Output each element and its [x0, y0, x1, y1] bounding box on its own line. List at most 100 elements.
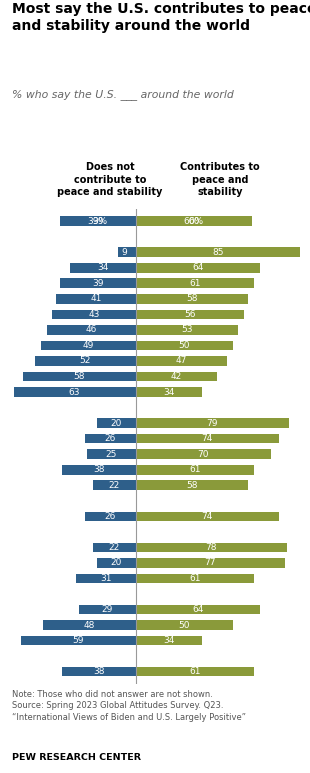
- Bar: [87, 449, 136, 459]
- Bar: [136, 294, 248, 304]
- Bar: [136, 247, 300, 257]
- Text: 39: 39: [92, 216, 104, 226]
- Text: 74: 74: [202, 434, 213, 443]
- Bar: [60, 278, 136, 288]
- Text: 46: 46: [85, 325, 97, 335]
- Text: 20: 20: [111, 419, 122, 427]
- Bar: [136, 635, 202, 645]
- Text: 39%: 39%: [88, 216, 108, 226]
- Bar: [136, 278, 254, 288]
- Text: 34: 34: [163, 636, 174, 645]
- Text: Most say the U.S. contributes to peace
and stability around the world: Most say the U.S. contributes to peace a…: [12, 2, 310, 32]
- Text: 41: 41: [90, 295, 102, 303]
- Text: 61: 61: [189, 667, 201, 676]
- Text: 85: 85: [212, 247, 224, 257]
- Text: 50: 50: [178, 621, 190, 629]
- Text: 61: 61: [189, 279, 201, 288]
- Bar: [85, 434, 136, 444]
- Bar: [136, 356, 227, 366]
- Text: 9: 9: [121, 247, 127, 257]
- Text: 74: 74: [202, 512, 213, 521]
- Bar: [136, 512, 279, 521]
- Text: 42: 42: [171, 372, 182, 381]
- Bar: [136, 263, 260, 273]
- Bar: [118, 247, 136, 257]
- Text: 60: 60: [188, 216, 200, 226]
- Text: 48: 48: [83, 621, 95, 629]
- Text: Does not
contribute to
peace and stability: Does not contribute to peace and stabili…: [57, 162, 163, 197]
- Bar: [23, 372, 136, 381]
- Bar: [43, 620, 136, 630]
- Text: 22: 22: [109, 543, 120, 552]
- Bar: [136, 418, 289, 428]
- Text: 49: 49: [82, 341, 94, 350]
- Bar: [136, 667, 254, 676]
- Text: 38: 38: [93, 465, 104, 474]
- Text: 64: 64: [192, 605, 203, 614]
- Bar: [14, 387, 136, 397]
- Text: 34: 34: [163, 387, 174, 397]
- Text: 56: 56: [184, 310, 196, 318]
- Bar: [85, 512, 136, 521]
- Text: 61: 61: [189, 574, 201, 583]
- Text: 59: 59: [73, 636, 84, 645]
- Text: 58: 58: [186, 295, 197, 303]
- Bar: [41, 341, 136, 350]
- Bar: [136, 325, 238, 335]
- Bar: [136, 434, 279, 444]
- Text: % who say the U.S. ___ around the world: % who say the U.S. ___ around the world: [12, 89, 234, 100]
- Text: 70: 70: [198, 450, 209, 458]
- Text: 53: 53: [181, 325, 193, 335]
- Bar: [136, 387, 202, 397]
- Bar: [21, 635, 136, 645]
- Text: 26: 26: [105, 434, 116, 443]
- Text: Contributes to
peace and
stability: Contributes to peace and stability: [180, 162, 260, 197]
- Text: 39: 39: [92, 279, 104, 288]
- Bar: [136, 543, 287, 552]
- Bar: [79, 604, 136, 615]
- Bar: [97, 418, 136, 428]
- Bar: [52, 309, 136, 319]
- Bar: [136, 620, 232, 630]
- Bar: [136, 481, 248, 490]
- Bar: [136, 341, 232, 350]
- Text: PEW RESEARCH CENTER: PEW RESEARCH CENTER: [12, 753, 141, 762]
- Text: 61: 61: [189, 465, 201, 474]
- Bar: [76, 574, 136, 584]
- Text: 34: 34: [97, 264, 108, 272]
- Text: 52: 52: [80, 356, 91, 366]
- Text: 43: 43: [88, 310, 100, 318]
- Bar: [56, 294, 136, 304]
- Text: Note: Those who did not answer are not shown.
Source: Spring 2023 Global Attitud: Note: Those who did not answer are not s…: [12, 690, 246, 722]
- Text: 63: 63: [69, 387, 80, 397]
- Bar: [136, 465, 254, 475]
- Bar: [62, 667, 136, 676]
- Text: 26: 26: [105, 512, 116, 521]
- Bar: [136, 558, 285, 567]
- Text: 22: 22: [109, 481, 120, 490]
- Bar: [93, 481, 136, 490]
- Bar: [136, 574, 254, 584]
- Text: 64: 64: [192, 264, 203, 272]
- Bar: [136, 372, 217, 381]
- Text: 77: 77: [205, 558, 216, 567]
- Bar: [35, 356, 136, 366]
- Text: 60%: 60%: [184, 216, 204, 226]
- Bar: [136, 604, 260, 615]
- Text: 20: 20: [111, 558, 122, 567]
- Text: 58: 58: [74, 372, 85, 381]
- Text: 29: 29: [102, 605, 113, 614]
- Bar: [62, 465, 136, 475]
- Text: 58: 58: [186, 481, 197, 490]
- Bar: [136, 309, 244, 319]
- Text: 79: 79: [206, 419, 218, 427]
- Text: 25: 25: [106, 450, 117, 458]
- Bar: [93, 543, 136, 552]
- Text: 47: 47: [175, 356, 187, 366]
- Text: 38: 38: [93, 667, 104, 676]
- Text: 78: 78: [206, 543, 217, 552]
- Bar: [70, 263, 136, 273]
- Bar: [60, 216, 136, 226]
- Bar: [136, 216, 252, 226]
- Bar: [97, 558, 136, 567]
